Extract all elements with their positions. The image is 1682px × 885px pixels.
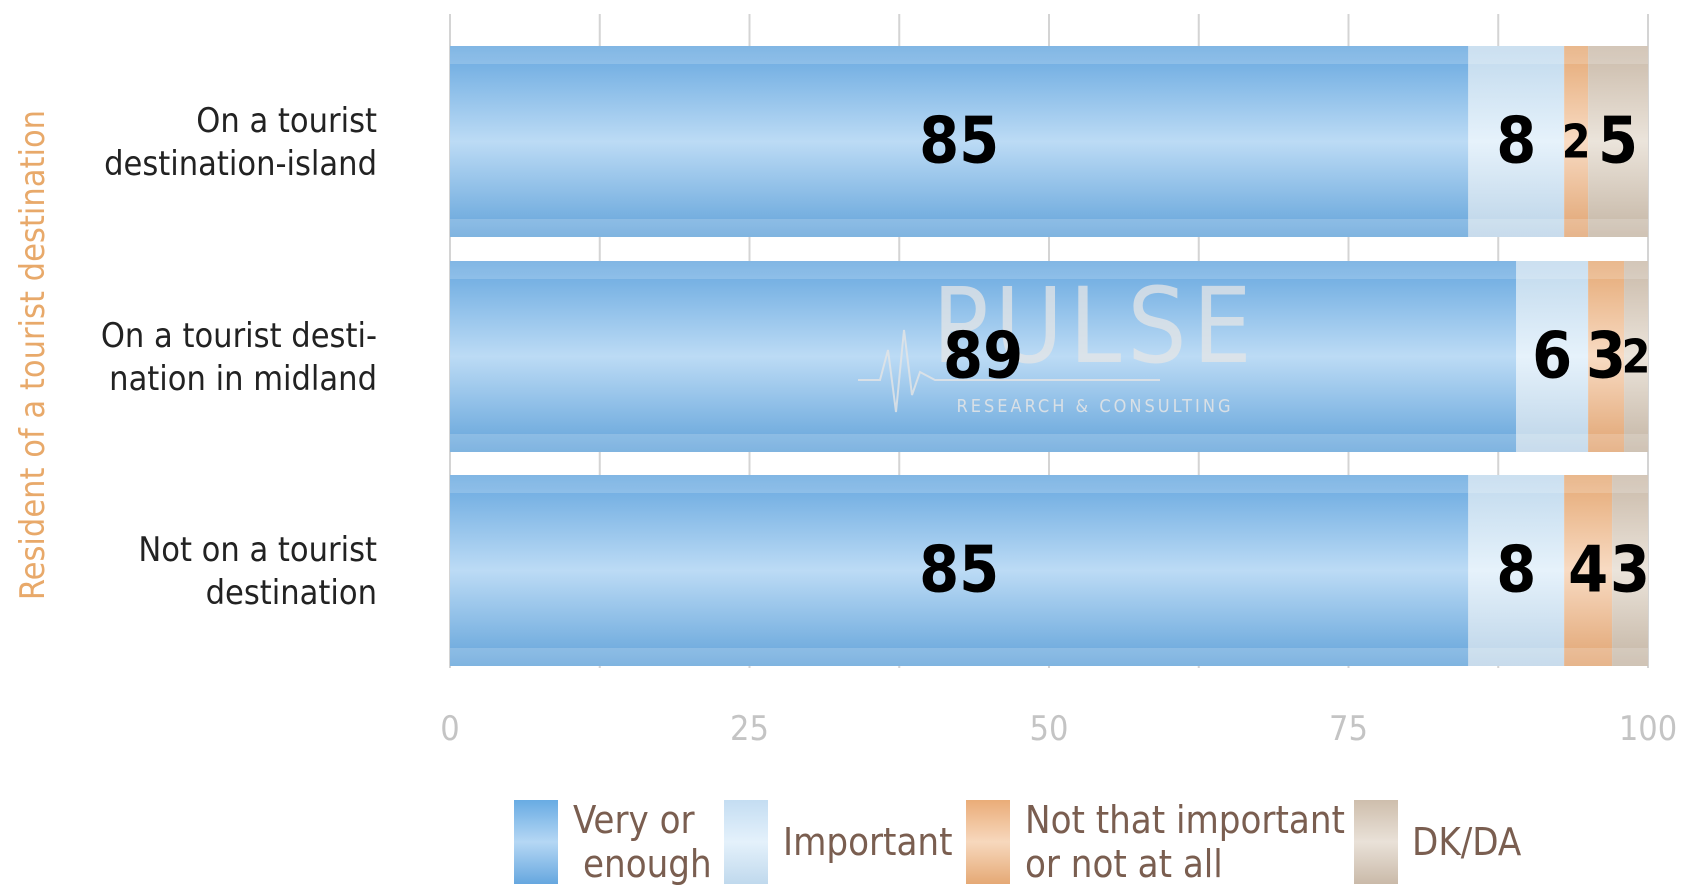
x-tick-label: 25 — [730, 709, 769, 749]
x-tick-label: 75 — [1329, 709, 1368, 749]
x-tick-labels: 0 25 50 75 100 — [440, 709, 1677, 749]
category-labels: On a tourist destination-island On a touri… — [101, 101, 377, 613]
watermark-subtitle: RESEARCH & CONSULTING — [957, 396, 1234, 417]
legend-label: Not that important or not at all — [1025, 798, 1345, 885]
bar-segment — [1564, 46, 1589, 237]
value-label: 2 — [1562, 115, 1591, 169]
legend-swatch — [514, 800, 558, 884]
bar-segment — [1612, 475, 1648, 666]
bar-segment-highlight — [450, 261, 1517, 279]
bar-segment — [1516, 261, 1589, 452]
legend-swatch — [966, 800, 1010, 884]
value-label: 8 — [1496, 534, 1536, 608]
bar-segment-highlight — [1564, 475, 1613, 493]
watermark-pulse-line — [858, 329, 1160, 413]
category-label: On a tourist desti-nation in midland — [101, 316, 377, 399]
value-label: 5 — [1598, 105, 1638, 179]
bar-segment — [450, 261, 1517, 452]
bar-segment — [450, 475, 1469, 666]
bar-segment-highlight — [450, 434, 1517, 452]
value-label: 3 — [1610, 534, 1650, 608]
legend-swatch — [1354, 800, 1398, 884]
legend-label: DK/DA — [1412, 820, 1522, 864]
bar-segment-highlight — [1588, 261, 1625, 279]
bar-segment-highlight — [1624, 434, 1648, 452]
watermark: PULSE RESEARCH & CONSULTING — [858, 265, 1258, 417]
legend-label: Very or enough — [573, 798, 712, 885]
bar-segment-highlight — [1588, 434, 1625, 452]
bar-segment-highlight — [1564, 219, 1589, 237]
bar-segment-highlight — [1468, 219, 1565, 237]
legend-item[interactable]: Not that important or not at all — [966, 798, 1345, 885]
bar-segment-highlight — [1564, 46, 1589, 64]
bar-segment-highlight — [1588, 46, 1648, 64]
y-group-label: Resident of a tourist destination — [13, 110, 53, 600]
x-tick-label: 0 — [440, 709, 459, 749]
bar-segment-highlight — [1468, 475, 1565, 493]
value-label: 8 — [1496, 105, 1536, 179]
value-label: 4 — [1568, 534, 1608, 608]
value-label: 85 — [919, 105, 999, 179]
bar-segment — [1468, 46, 1565, 237]
bar-segment-highlight — [1516, 261, 1589, 279]
bars — [450, 46, 1648, 666]
legend-item[interactable]: Very or enough — [514, 798, 712, 885]
bar-segment-highlight — [450, 46, 1469, 64]
bar-segment — [1588, 46, 1648, 237]
value-label: 3 — [1586, 320, 1626, 394]
bar-segment — [1624, 261, 1648, 452]
bar-segment — [450, 46, 1469, 237]
legend[interactable]: Very or enough Important Not that important… — [514, 798, 1522, 885]
value-label: 6 — [1532, 320, 1572, 394]
category-label: On a tourist destination-island — [104, 101, 377, 184]
bar-segment-highlight — [450, 648, 1469, 666]
bar-segment-highlight — [450, 219, 1469, 237]
legend-item[interactable]: DK/DA — [1354, 800, 1522, 884]
x-tick-label: 50 — [1030, 709, 1069, 749]
value-label: 89 — [943, 320, 1023, 394]
bar-segment-highlight — [1612, 475, 1648, 493]
x-tick-label: 100 — [1619, 709, 1677, 749]
value-label: 85 — [919, 534, 999, 608]
legend-item[interactable]: Important — [724, 800, 952, 884]
bar-segment-highlight — [450, 475, 1469, 493]
bar-segment — [1468, 475, 1565, 666]
bar-segment-highlight — [1516, 434, 1589, 452]
bar-segment-highlight — [1564, 648, 1613, 666]
bar-segment — [1588, 261, 1625, 452]
bar-segment-highlight — [1588, 219, 1648, 237]
bar-segment-highlight — [1624, 261, 1648, 279]
bar-segment-highlight — [1612, 648, 1648, 666]
category-label: Not on a tourist destination — [138, 530, 377, 613]
value-label: 2 — [1622, 330, 1651, 384]
watermark-title: PULSE — [932, 265, 1258, 387]
legend-swatch — [724, 800, 768, 884]
bar-segment — [1564, 475, 1613, 666]
bar-segment-highlight — [1468, 46, 1565, 64]
bar-segment-highlight — [1468, 648, 1565, 666]
legend-label: Important — [783, 820, 952, 864]
